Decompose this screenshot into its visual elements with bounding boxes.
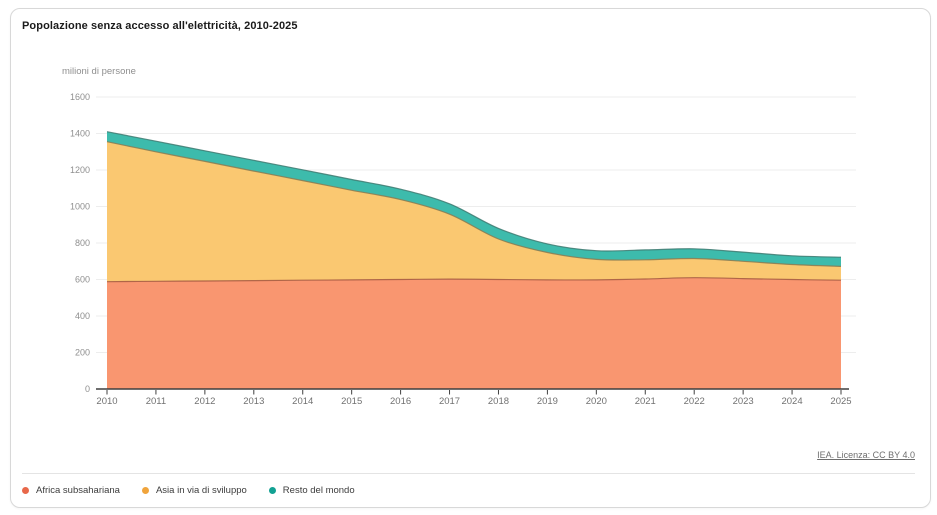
- x-tick-label: 2025: [830, 396, 851, 407]
- series-line: [106, 277, 842, 283]
- legend-item[interactable]: Resto del mondo: [268, 484, 355, 496]
- x-tick-label: 2020: [586, 396, 607, 407]
- legend-label: Asia in via di sviluppo: [155, 484, 247, 496]
- y-tick-label: 0: [85, 384, 90, 394]
- x-tick-label: 2017: [439, 396, 460, 407]
- x-tick-label: 2013: [243, 396, 264, 407]
- y-tick-label: 1200: [70, 165, 90, 175]
- x-tick-label: 2012: [194, 396, 215, 407]
- series-line: [106, 131, 842, 258]
- x-tick-label: 2022: [684, 396, 705, 407]
- y-tick-label: 1600: [70, 92, 90, 102]
- series-line: [106, 141, 842, 267]
- x-tick-label: 2015: [341, 396, 362, 407]
- y-tick-label: 1400: [70, 129, 90, 139]
- footer-divider: [22, 473, 915, 474]
- chart-legend: Africa subsahariana Asia in via di svilup…: [22, 483, 355, 497]
- y-tick-label: 1000: [70, 202, 90, 212]
- x-tick-label: 2011: [146, 396, 166, 407]
- x-tick-label: 2024: [781, 396, 802, 407]
- license-link[interactable]: IEA. Licenza: CC BY 4.0: [817, 450, 915, 460]
- y-tick-label: 400: [75, 311, 90, 321]
- chart-title: Popolazione senza accesso all'elettricit…: [22, 20, 298, 32]
- x-tick-label: 2016: [390, 396, 411, 407]
- y-tick-label: 200: [75, 348, 90, 358]
- area-africa-subsahariana[interactable]: [107, 277, 841, 389]
- legend-dot: [268, 486, 276, 494]
- y-axis-unit-label: milioni di persone: [62, 66, 136, 77]
- y-tick-label: 800: [75, 238, 90, 248]
- x-tick-label: 2010: [96, 396, 117, 407]
- legend-item[interactable]: Asia in via di sviluppo: [141, 484, 247, 496]
- legend-label: Resto del mondo: [282, 484, 355, 496]
- x-tick-label: 2018: [488, 396, 509, 407]
- x-tick-label: 2014: [292, 396, 313, 407]
- legend-dot: [141, 486, 149, 494]
- legend-item[interactable]: Africa subsahariana: [22, 485, 120, 496]
- x-tick-label: 2019: [537, 396, 558, 407]
- area-asia-in-via-di-sviluppo[interactable]: [107, 141, 841, 282]
- x-tick-label: 2023: [733, 396, 754, 407]
- y-tick-label: 600: [75, 275, 90, 285]
- x-tick-label: 2021: [635, 396, 656, 407]
- legend-dot: [22, 486, 29, 494]
- legend-label: Africa subsahariana: [36, 484, 120, 496]
